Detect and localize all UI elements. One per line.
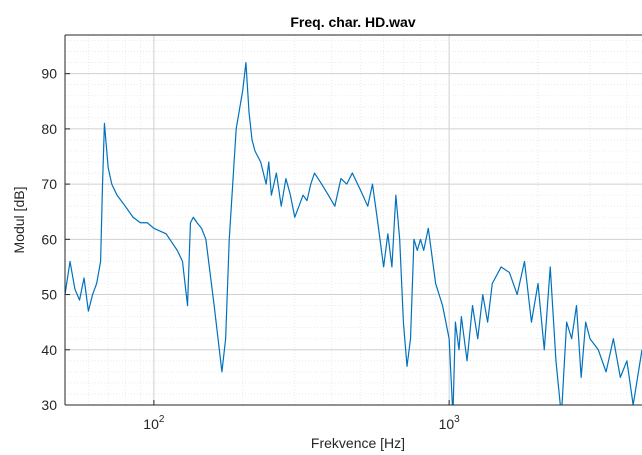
x-tick-label: 103: [439, 414, 461, 432]
y-axis-label: Modul [dB]: [11, 187, 27, 254]
y-tick-label: 30: [41, 397, 57, 413]
plot-background: [65, 35, 642, 405]
series-line-0: [65, 62, 642, 405]
y-tick-label: 70: [41, 176, 57, 192]
x-axis-label: Frekvence [Hz]: [311, 435, 405, 451]
chart-title: Freq. char. HD.wav: [290, 14, 415, 30]
tick-labels: 30 40 50 60 70 80 90 102 103: [41, 66, 460, 432]
y-tick-label: 60: [41, 231, 57, 247]
y-tick-label: 50: [41, 287, 57, 303]
y-tick-label: 80: [41, 121, 57, 137]
x-tick-label: 102: [143, 414, 165, 432]
axes: [64, 34, 642, 406]
y-tick-label: 40: [41, 342, 57, 358]
y-tick-label: 90: [41, 66, 57, 82]
series-layer: [65, 62, 642, 405]
